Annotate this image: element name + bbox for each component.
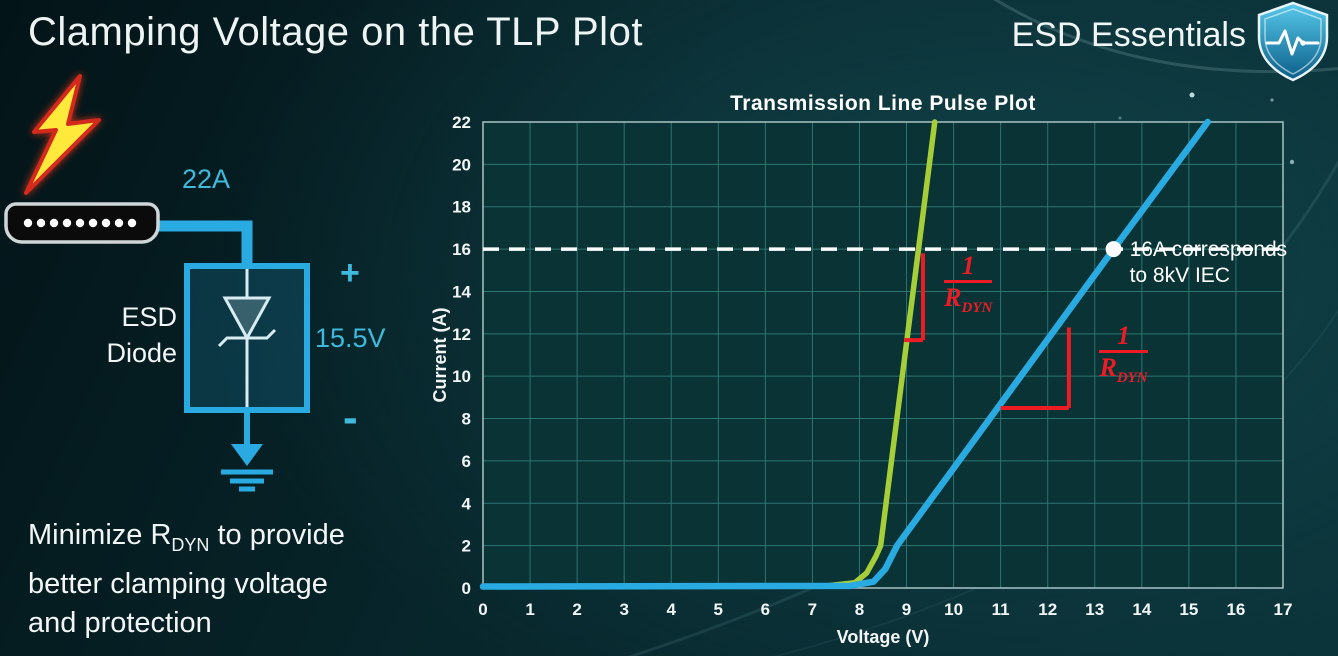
y-tick-label: 8 <box>462 410 471 429</box>
iec-marker-dot <box>1105 241 1122 258</box>
page-title: Clamping Voltage on the TLP Plot <box>28 10 643 54</box>
y-tick-label: 0 <box>462 579 471 598</box>
x-tick-label: 7 <box>808 600 817 619</box>
x-axis-label: Voltage (V) <box>837 627 930 647</box>
x-tick-label: 13 <box>1085 600 1104 619</box>
clamp-voltage-label: 15.5V <box>315 323 386 353</box>
takeaway-line2: better clamping voltage <box>28 567 328 600</box>
x-tick-label: 14 <box>1132 600 1151 619</box>
surge-current-label: 22A <box>182 164 230 194</box>
y-axis-label: Current (A) <box>430 308 450 403</box>
minus-label: - <box>343 393 358 442</box>
esd-strike-icon <box>24 74 101 195</box>
y-tick-label: 22 <box>452 113 471 132</box>
iec-annotation-line2: to 8kV IEC <box>1129 264 1230 288</box>
surge-wire <box>156 220 253 266</box>
x-tick-label: 5 <box>714 600 723 619</box>
zener-diode-symbol <box>217 269 277 407</box>
y-tick-label: 4 <box>462 494 472 513</box>
takeaway-line1: Minimize RDYN to provide <box>28 519 345 555</box>
x-tick-label: 16 <box>1226 600 1245 619</box>
chart-title: Transmission Line Pulse Plot <box>730 92 1036 115</box>
y-tick-label: 18 <box>452 198 471 217</box>
y-tick-label: 16 <box>452 240 471 259</box>
fraction-denominator: RDYN <box>1099 353 1148 387</box>
y-tick-label: 10 <box>452 367 471 386</box>
plot-border <box>482 121 1284 589</box>
takeaway-text: Minimize RDYN to provide better clamping… <box>28 516 345 643</box>
device-label-line1: ESD <box>121 302 177 332</box>
esd-diode-diagram: 22A ESD Diode + 15.5V - <box>4 74 386 492</box>
fraction-numerator: 1 <box>1099 321 1148 354</box>
x-tick-label: 1 <box>525 600 534 619</box>
device-label-line2: Diode <box>106 338 177 368</box>
x-tick-label: 15 <box>1179 600 1198 619</box>
x-tick-label: 12 <box>1038 600 1057 619</box>
x-tick-label: 2 <box>572 600 581 619</box>
fraction-numerator: 1 <box>944 251 993 284</box>
takeaway-line3: and protection <box>28 606 212 639</box>
x-tick-label: 10 <box>944 600 963 619</box>
x-tick-label: 3 <box>619 600 628 619</box>
iec-annotation-line1: 16A corresponds <box>1129 238 1288 262</box>
hdmi-connector-icon <box>4 202 160 244</box>
y-tick-label: 6 <box>462 452 471 471</box>
x-tick-label: 9 <box>902 600 911 619</box>
x-tick-label: 11 <box>992 600 1010 619</box>
ground-symbol <box>221 410 273 492</box>
y-tick-label: 2 <box>462 537 471 556</box>
rdyn-slope-fraction-green: 1 RDYN <box>944 251 993 317</box>
brand-title: ESD Essentials <box>1011 16 1246 54</box>
y-tick-label: 20 <box>452 155 471 174</box>
tlp-chart-canvas: 0 1 2 3 4 5 6 7 8 9 10 11 12 13 14 15 16 1702468101214161… <box>430 92 1293 647</box>
y-tick-label: 14 <box>452 282 471 301</box>
tlp-chart: 0 1 2 3 4 5 6 7 8 9 10 11 12 13 14 15 16 17 0 2 4 6 8 10 12 14 16 1… <box>428 88 1298 648</box>
rdyn-slope-fraction-blue: 1 RDYN <box>1099 321 1148 387</box>
plus-label: + <box>340 254 360 292</box>
x-tick-label: 8 <box>855 600 864 619</box>
x-tick-label: 17 <box>1274 600 1293 619</box>
iec-correspondence-annotation: 16A corresponds to 8kV IEC <box>1130 237 1338 289</box>
x-tick-label: 6 <box>761 600 770 619</box>
x-tick-label: 0 <box>478 600 487 619</box>
y-tick-label: 12 <box>452 325 471 344</box>
fraction-denominator: RDYN <box>944 283 993 317</box>
x-tick-label: 4 <box>667 600 677 619</box>
shield-pulse-icon <box>1257 1 1329 82</box>
